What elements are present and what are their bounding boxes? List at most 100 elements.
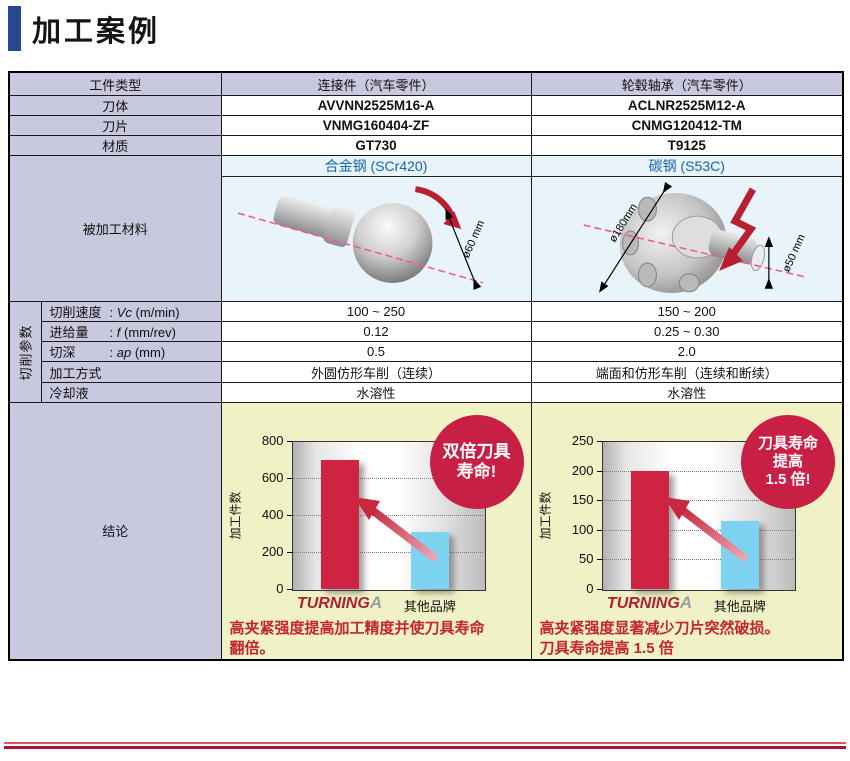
y-tick-label: 150 [571,492,594,508]
row-label-workpiece-type: 工件类型 [8,71,222,96]
case1-part-image: ø60 mm [222,177,530,301]
ball-stud-illustration: ø60 mm [237,186,487,290]
row-group-cutting-params: 切削参数 [8,301,42,403]
y-tick-label: 0 [276,581,284,596]
dimension-line-outer [598,181,672,293]
dimension-line [445,208,481,290]
caption-line: 翻倍。 [229,639,275,657]
ball-stud-part [273,195,432,283]
other-brand-label: 其他品牌 [403,599,456,614]
caption-line: 高夹紧强度显著减少刀片突然破损。 [539,620,780,637]
table-row: 加工方式 外圆仿形车削（连续） 端面和仿形车削（连续和断续） [9,361,844,383]
row-label-method: 加工方式 [40,361,222,383]
case1-cutting-speed: 100 ~ 250 [220,301,532,322]
case1-material-name: 合金钢 (SCr420) [222,156,531,177]
caption-line: 刀具寿命提高 1.5 倍 [539,639,674,657]
case1-tool-body: AVVNN2525M16-A [220,95,532,116]
y-tick-mark [596,589,602,590]
y-tick-mark [596,500,602,502]
bar-TURNINGA [630,470,669,589]
table-row: 刀体 AVVNN2525M16-A ACLNR2525M12-A [8,95,844,116]
table-row-conclusion: 结论 加工件数 0 200 400 600 800 双倍刀具 寿命! TURNINGA 其他品牌 … [8,402,844,660]
y-tick-mark [286,515,292,516]
case2-tool-body: ACLNR2525M12-A [530,95,844,116]
bar-其他品牌 [410,531,449,589]
row-label-material: 被加工材料 [8,155,222,302]
table-row-material: 被加工材料 合金钢 (SCr420) [8,155,844,302]
caption-line: 高夹紧强度提高加工精度并使刀具寿命 [229,620,485,637]
table-row: 切削参数 切削速度: Vc (m/min) 100 ~ 250 150 ~ 20… [8,301,844,403]
y-tick-label: 600 [261,470,284,485]
y-tick-mark [596,529,602,531]
bar-chart-case1: 加工件数 0 200 400 600 800 双倍刀具 寿命! TURNINGA 其他品牌 [226,407,527,615]
case2-workpiece: 轮毂轴承（汽车零件） [530,71,844,96]
row-label-conclusion: 结论 [8,402,222,660]
y-tick-mark [286,589,292,590]
row-label-insert: 刀片 [8,115,222,136]
footer-red-rule [4,742,846,749]
table-row: 冷却液 水溶性 水溶性 [9,382,844,403]
case2-method: 端面和仿形车削（连续和断续） [530,361,844,383]
y-tick-mark [596,441,602,442]
y-tick-label: 200 [571,462,594,478]
y-tick-label: 0 [586,581,594,596]
row-label-coolant: 冷却液 [40,382,222,403]
case2-part-image: ø180mm ø50 mm [532,177,842,301]
result-badge: 刀具寿命 提高 1.5 倍! [741,415,836,509]
case1-coolant: 水溶性 [220,382,532,403]
chart-caption-case1: 高夹紧强度提高加工精度并使刀具寿命 翻倍。 [230,619,525,658]
machining-case-table: 工件类型 连接件（汽车零件） 轮毂轴承（汽车零件） 刀体 AVVNN2525M1… [8,71,845,661]
centerline [237,212,483,284]
table-row: 进给量: f (mm/rev) 0.12 0.25 ~ 0.30 [9,321,844,342]
bar-其他品牌 [720,520,759,589]
case1-method: 外圆仿形车削（连续） [220,361,532,383]
zigzag-arrow-head [718,246,743,271]
case2-depth-of-cut: 2.0 [530,341,844,362]
case1-conclusion-cell: 加工件数 0 200 400 600 800 双倍刀具 寿命! TURNINGA 其他品牌 高夹紧… [220,402,532,660]
bar-TURNINGA [320,459,359,589]
y-tick-mark [596,559,602,561]
gridline [292,478,483,479]
case1-depth-of-cut: 0.5 [220,341,532,362]
case1-material-cell: 合金钢 (SCr420) [220,155,532,302]
row-label-tool-body: 刀体 [8,95,222,116]
result-badge: 双倍刀具 寿命! [429,415,524,509]
case2-coolant: 水溶性 [530,382,844,403]
table-row: 材质 GT730 T9125 [8,135,844,156]
case1-grade: GT730 [220,135,532,156]
row-label-cutting-speed: 切削速度: Vc (m/min) [40,301,222,322]
dimension-label: ø60 mm [459,219,486,261]
dimension-label-inner: ø50 mm [780,233,807,275]
page-title: 加工案例 [32,15,161,48]
table-row: 切深: ap (mm) 0.5 2.0 [9,341,844,362]
y-tick-label: 100 [571,521,594,537]
gridline [602,470,793,472]
case1-workpiece: 连接件（汽车零件） [220,71,532,96]
row-label-feed: 进给量: f (mm/rev) [40,321,222,342]
case1-insert: VNMG160404-ZF [220,115,532,136]
case2-material-cell: 碳钢 (S53C) [530,155,844,302]
case2-grade: T9125 [530,135,844,156]
case1-feed: 0.12 [220,321,532,342]
case2-cutting-speed: 150 ~ 200 [530,301,844,322]
wheel-hub-illustration: ø180mm ø50 mm [583,181,807,293]
bar-chart-case2: 加工件数 0 50 100 150 200 250 刀具寿命 提高 1.5 倍! TURNINGA 其… [536,407,839,615]
turning-brand-logo: TURNINGA [296,593,383,612]
y-tick-label: 400 [261,507,284,522]
other-brand-label: 其他品牌 [713,599,766,614]
title-accent-bar [8,6,21,51]
case2-conclusion-cell: 加工件数 0 50 100 150 200 250 刀具寿命 提高 1.5 倍! TURNINGA 其… [530,402,844,660]
impact-zigzag-arrow [727,187,756,259]
row-label-depth-of-cut: 切深: ap (mm) [40,341,222,362]
case2-insert: CNMG120412-TM [530,115,844,136]
page-header: 加工案例 [8,6,160,51]
y-tick-mark [286,552,292,553]
y-tick-mark [286,441,292,442]
table-row: 工件类型 连接件（汽车零件） 轮毂轴承（汽车零件） [8,71,844,96]
cutting-params-vertical-label: 切削参数 [18,323,34,381]
y-tick-mark [286,478,292,479]
y-tick-mark [596,470,602,472]
chart-caption-case2: 高夹紧强度显著减少刀片突然破损。 刀具寿命提高 1.5 倍 [540,619,837,658]
table-row: 刀片 VNMG160404-ZF CNMG120412-TM [8,115,844,136]
turning-brand-logo: TURNINGA [606,593,693,612]
